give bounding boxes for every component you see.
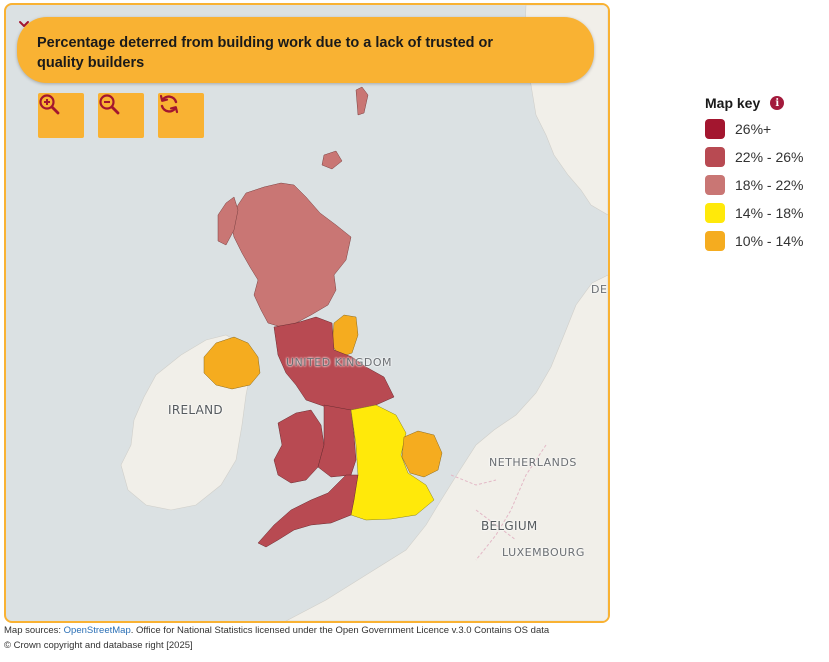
reset-icon xyxy=(159,94,179,114)
region-northern-ireland xyxy=(203,336,261,390)
legend-swatch xyxy=(705,203,725,223)
legend-item: 18% - 22% xyxy=(705,175,803,195)
legend-item: 22% - 26% xyxy=(705,147,803,167)
reset-view-button[interactable] xyxy=(158,93,204,138)
legend-swatch xyxy=(705,119,725,139)
map-legend: Map key i 26%+ 22% - 26% 18% - 22% 14% -… xyxy=(705,95,803,251)
label-belgium: BELGIUM xyxy=(481,519,538,533)
region-wales xyxy=(273,409,325,484)
legend-item: 14% - 18% xyxy=(705,203,803,223)
island-shetland xyxy=(355,86,369,116)
sources-prefix: Map sources: xyxy=(4,625,64,636)
measure-dropdown[interactable]: Percentage deterred from building work d… xyxy=(17,17,594,83)
legend-label: 10% - 14% xyxy=(735,233,804,249)
openstreetmap-link[interactable]: OpenStreetMap xyxy=(63,625,131,636)
label-ireland: IRELAND xyxy=(168,403,223,417)
sources-line-2: © Crown copyright and database right [20… xyxy=(4,640,193,651)
label-luxembourg: LUXEMBOURG xyxy=(502,546,585,559)
legend-header: Map key i xyxy=(705,95,803,111)
legend-swatch xyxy=(705,175,725,195)
region-midlands xyxy=(317,404,357,478)
legend-label: 18% - 22% xyxy=(735,177,804,193)
region-east-anglia xyxy=(401,430,443,478)
legend-label: 22% - 26% xyxy=(735,149,804,165)
legend-item: 10% - 14% xyxy=(705,231,803,251)
zoom-out-button[interactable] xyxy=(98,93,144,138)
legend-label: 14% - 18% xyxy=(735,205,804,221)
legend-swatch xyxy=(705,147,725,167)
chevron-down-icon xyxy=(19,21,29,27)
legend-label: 26%+ xyxy=(735,121,772,137)
island-orkney xyxy=(321,150,343,170)
zoom-out-icon xyxy=(99,94,120,115)
region-scotland xyxy=(229,182,352,328)
zoom-in-icon xyxy=(39,94,60,115)
continent-land xyxy=(285,274,608,621)
island-hebrides xyxy=(217,196,239,246)
label-netherlands: NETHERLANDS xyxy=(489,456,577,469)
sources-line-1: Map sources: OpenStreetMap. Office for N… xyxy=(4,623,549,638)
legend-swatch xyxy=(705,231,725,251)
label-de: DE xyxy=(591,283,608,296)
info-icon[interactable]: i xyxy=(770,96,785,110)
legend-title: Map key xyxy=(705,95,761,111)
map-sources: Map sources: OpenStreetMap. Office for N… xyxy=(4,623,549,653)
sources-rest: . Office for National Statistics license… xyxy=(130,625,550,636)
map-container[interactable]: UNITED KINGDOM IRELAND NETHERLANDS BELGI… xyxy=(4,3,610,623)
label-uk: UNITED KINGDOM xyxy=(286,356,392,369)
region-north-england xyxy=(273,316,395,411)
dropdown-title: Percentage deterred from building work d… xyxy=(37,35,494,71)
region-south-west xyxy=(257,474,359,548)
zoom-in-button[interactable] xyxy=(38,93,84,138)
legend-item: 26%+ xyxy=(705,119,803,139)
